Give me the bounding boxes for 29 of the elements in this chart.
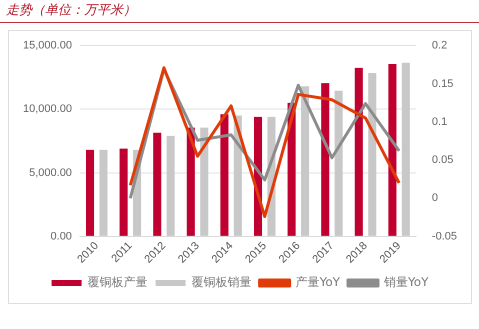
- bar: [220, 114, 228, 236]
- y2-tick-label: 0.05: [432, 154, 454, 166]
- chart-title: 走势（单位：万平米）: [0, 0, 479, 23]
- legend-label: 销量YoY: [383, 275, 430, 290]
- y2-tick-label: 0.1: [432, 116, 448, 128]
- bar: [99, 150, 108, 236]
- legend-label: 产量YoY: [296, 275, 341, 290]
- bar: [120, 148, 128, 236]
- y2-tick-label: 0: [432, 192, 438, 204]
- y-tick-label: 15,000.00: [23, 40, 72, 52]
- bar: [153, 132, 162, 236]
- y2-tick-label: 0.2: [432, 40, 448, 52]
- legend-label: 覆铜板销量: [192, 275, 252, 290]
- y2-tick-label: 0.15: [432, 78, 454, 90]
- bar: [321, 83, 330, 236]
- y-tick-label: 10,000.00: [23, 103, 72, 116]
- bar: [368, 72, 376, 236]
- bar: [301, 86, 310, 236]
- y-tick-label: 0.00: [50, 230, 72, 242]
- bar: [334, 90, 343, 236]
- y-tick-label: 5,000.00: [29, 166, 72, 179]
- bar: [86, 150, 94, 236]
- bar: [200, 128, 208, 236]
- bar: [354, 68, 363, 236]
- y2-tick-label: -0.05: [432, 230, 458, 242]
- legend-label: 覆铜板产量: [88, 275, 148, 290]
- bar: [402, 62, 410, 236]
- bar: [166, 136, 175, 236]
- bar: [388, 64, 396, 236]
